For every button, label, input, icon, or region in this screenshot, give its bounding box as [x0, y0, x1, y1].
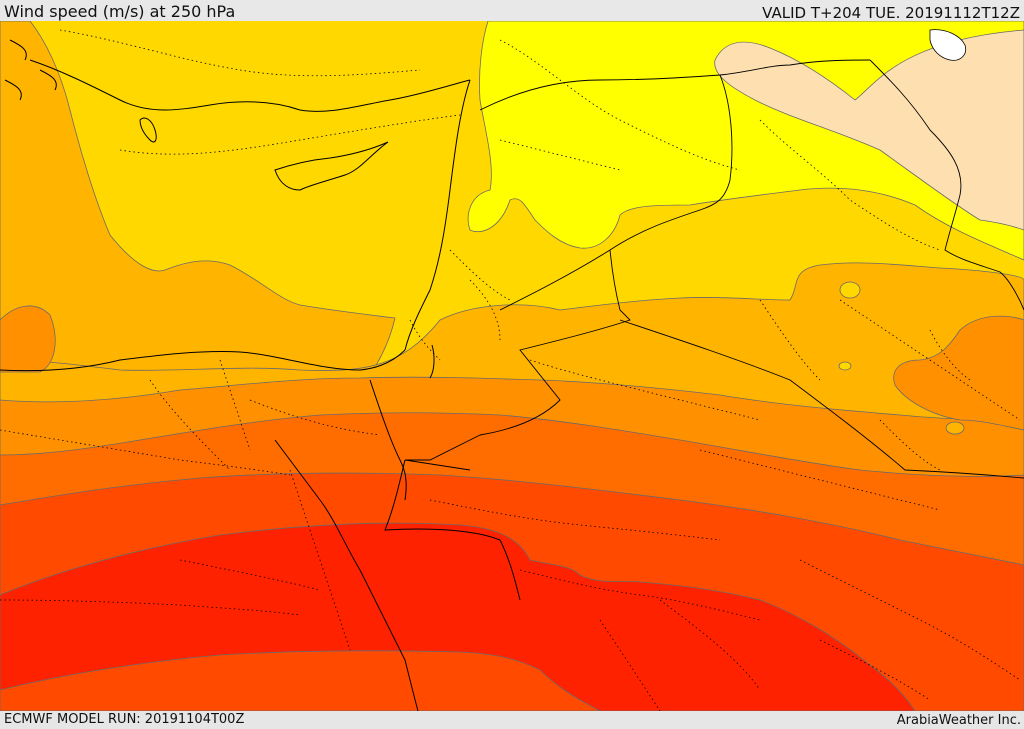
band-cream [714, 29, 1024, 231]
lakes [838, 29, 967, 435]
patch-orange-east [893, 315, 1024, 431]
map-canvas [0, 21, 1024, 711]
lake-small-1 [945, 421, 965, 435]
coastlines [0, 39, 521, 711]
admin-boundaries [0, 29, 1021, 711]
country-borders [404, 59, 1024, 479]
header-bar: Wind speed (m/s) at 250 hPa VALID T+204 … [0, 0, 1024, 22]
lake-van-shape [929, 29, 967, 61]
wind-speed-map [0, 21, 1024, 711]
footer-bar: ECMWF MODEL RUN: 20191104T00Z ArabiaWeat… [0, 711, 1024, 729]
band-orange-west [0, 21, 396, 376]
lake-small-2 [838, 361, 852, 371]
lake-small-3 [839, 281, 861, 299]
patch-orange-west [0, 305, 56, 373]
valid-time-label: VALID T+204 TUE. 20191112T12Z [762, 4, 1020, 22]
map-title: Wind speed (m/s) at 250 hPa [4, 2, 236, 21]
credit-label: ArabiaWeather Inc. [896, 713, 1021, 728]
model-run-label: ECMWF MODEL RUN: 20191104T00Z [4, 712, 245, 727]
